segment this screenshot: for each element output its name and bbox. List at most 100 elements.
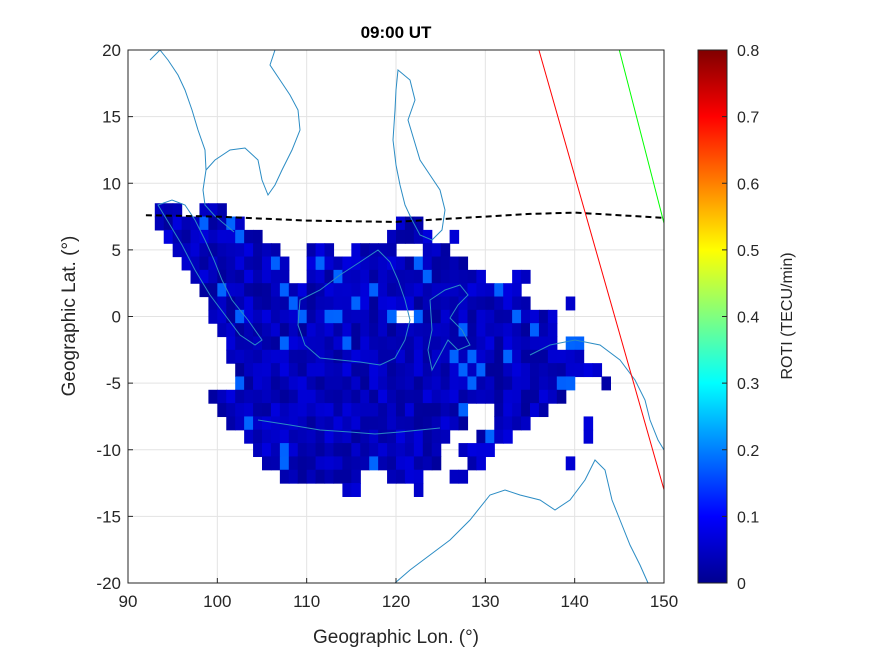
x-tick-label: 150 <box>650 592 678 611</box>
roti-cell <box>467 283 477 298</box>
roti-cell <box>396 269 406 284</box>
roti-cell <box>458 349 469 364</box>
roti-cell <box>494 323 504 338</box>
roti-cell <box>306 469 317 484</box>
roti-cell <box>324 389 335 404</box>
roti-cell <box>315 429 326 444</box>
y-tick-label: 0 <box>112 308 121 327</box>
roti-cell <box>253 443 263 458</box>
roti-cell <box>297 309 308 324</box>
roti-cell <box>503 336 513 351</box>
roti-cell <box>369 376 379 391</box>
coastline-indochina <box>159 49 235 233</box>
roti-cell <box>306 336 317 351</box>
roti-cell <box>270 309 281 324</box>
roti-cell <box>253 376 263 391</box>
roti-cell <box>413 363 424 378</box>
roti-cell <box>360 376 370 391</box>
roti-cell <box>431 349 442 364</box>
roti-cell <box>324 443 335 458</box>
y-tick-label: 5 <box>112 241 121 260</box>
roti-cell <box>458 283 469 298</box>
roti-cell <box>521 403 531 418</box>
roti-cell <box>503 416 513 431</box>
roti-cell <box>494 296 504 311</box>
roti-cell <box>154 216 165 231</box>
roti-cell <box>556 389 567 404</box>
roti-cell <box>324 349 335 364</box>
roti-cell <box>431 323 442 338</box>
roti-cell <box>503 283 513 298</box>
roti-cell <box>306 243 317 258</box>
roti-cell <box>512 403 522 418</box>
roti-cell <box>262 429 272 444</box>
roti-cell <box>378 403 388 418</box>
roti-cell <box>574 336 585 351</box>
roti-cell <box>324 309 335 324</box>
roti-cell <box>422 456 433 471</box>
roti-cell <box>235 323 245 338</box>
roti-cell <box>217 243 227 258</box>
roti-cell <box>601 376 611 391</box>
roti-cell <box>324 469 335 484</box>
roti-cell <box>449 389 460 404</box>
roti-cell <box>369 429 379 444</box>
roti-cell <box>270 456 281 471</box>
roti-cell <box>351 336 361 351</box>
roti-cell <box>413 256 424 271</box>
roti-cell <box>449 376 460 391</box>
roti-cell <box>583 416 594 431</box>
roti-cell <box>387 456 397 471</box>
roti-cell <box>404 349 415 364</box>
roti-cell <box>422 269 433 284</box>
roti-cell <box>512 323 522 338</box>
roti-cell <box>404 269 415 284</box>
roti-cell <box>208 256 218 271</box>
roti-cell <box>360 443 370 458</box>
roti-cell <box>530 349 540 364</box>
roti-cell <box>244 256 254 271</box>
roti-cell <box>342 416 352 431</box>
roti-cell <box>279 323 290 338</box>
roti-cell <box>422 429 433 444</box>
roti-cell <box>449 269 460 284</box>
roti-cell <box>244 243 254 258</box>
roti-cell <box>378 443 388 458</box>
roti-cell <box>396 389 406 404</box>
roti-cell <box>315 403 326 418</box>
roti-cell <box>351 456 361 471</box>
roti-cell <box>306 269 317 284</box>
roti-cell <box>369 283 379 298</box>
roti-cell <box>163 203 174 218</box>
roti-cell <box>449 296 460 311</box>
roti-cell <box>315 443 326 458</box>
roti-cell <box>458 269 469 284</box>
roti-cell <box>431 376 442 391</box>
roti-cell <box>342 269 352 284</box>
roti-cell <box>387 309 397 324</box>
roti-cell <box>512 269 522 284</box>
roti-cell <box>476 309 486 324</box>
roti-cell <box>458 309 469 324</box>
roti-cell <box>315 456 326 471</box>
roti-cell <box>235 283 245 298</box>
x-axis-ticks: 90 100 110 120 130 140 150 <box>119 578 678 611</box>
roti-cell <box>467 456 477 471</box>
roti-cell <box>351 376 361 391</box>
roti-cell <box>458 376 469 391</box>
roti-cell <box>342 296 352 311</box>
roti-cell <box>413 336 424 351</box>
roti-cell <box>217 389 227 404</box>
roti-cell <box>369 243 379 258</box>
roti-cell <box>494 403 504 418</box>
roti-cell <box>297 283 308 298</box>
roti-cell <box>351 269 361 284</box>
roti-cell <box>342 469 352 484</box>
roti-cell <box>351 363 361 378</box>
roti-cell <box>440 256 451 271</box>
roti-cell <box>253 363 263 378</box>
roti-cell <box>279 456 290 471</box>
roti-cell <box>467 336 477 351</box>
roti-cell <box>530 363 540 378</box>
roti-cell <box>521 349 531 364</box>
